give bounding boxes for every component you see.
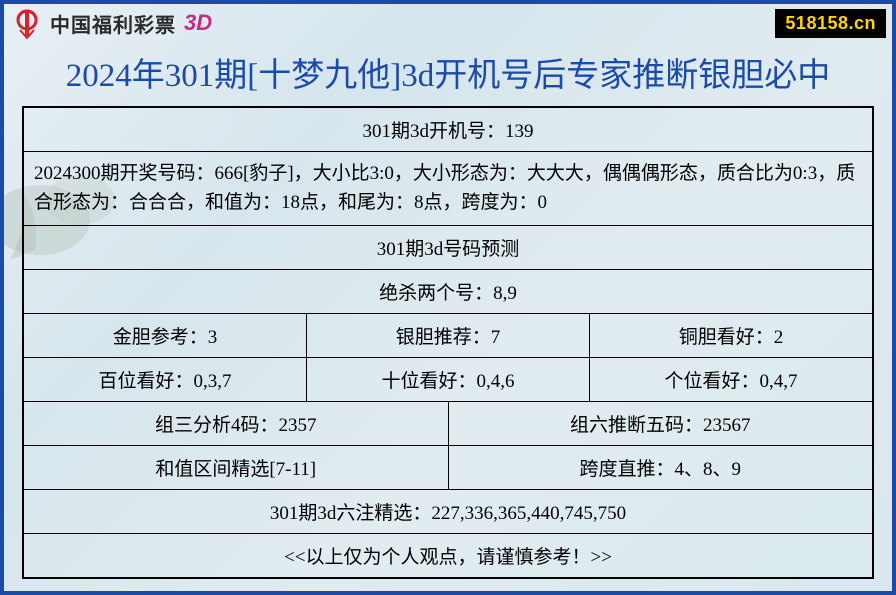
prediction-table: 301期3d开机号：139 2024300期开奖号码：666[豹子]，大小比3:… <box>22 106 874 579</box>
table-row: 2024300期开奖号码：666[豹子]，大小比3:0，大小形态为：大大大，偶偶… <box>24 152 872 226</box>
logo-3d-suffix: 3D <box>184 10 212 36</box>
six-picks: 301期3d六注精选：227,336,365,440,745,750 <box>24 490 872 533</box>
table-row: 组三分析4码：2357 组六推断五码：23567 <box>24 402 872 446</box>
previous-draw-analysis: 2024300期开奖号码：666[豹子]，大小比3:0，大小形态为：大大大，偶偶… <box>24 152 872 225</box>
table-row: <<以上仅为个人观点，请谨慎参考！>> <box>24 534 872 577</box>
page-title: 2024年301期[十梦九他]3d开机号后专家推断银胆必中 <box>0 42 896 106</box>
kill-numbers: 绝杀两个号：8,9 <box>24 270 872 313</box>
site-badge: 518158.cn <box>775 9 886 38</box>
logo-text: 中国福利彩票 <box>50 9 176 38</box>
table-row: 绝杀两个号：8,9 <box>24 270 872 314</box>
disclaimer: <<以上仅为个人观点，请谨慎参考！>> <box>24 534 872 577</box>
table-row: 301期3d号码预测 <box>24 226 872 270</box>
bronze-pick: 铜胆看好：2 <box>590 314 872 357</box>
sum-range: 和值区间精选[7-11] <box>24 446 449 489</box>
group3-analysis: 组三分析4码：2357 <box>24 402 449 445</box>
header: 中国福利彩票 3D 518158.cn <box>0 0 896 42</box>
table-row: 301期3d开机号：139 <box>24 108 872 152</box>
span-pick: 跨度直推：4、8、9 <box>449 446 873 489</box>
table-row: 金胆参考：3 银胆推荐：7 铜胆看好：2 <box>24 314 872 358</box>
logo-block: 中国福利彩票 3D <box>10 6 212 40</box>
hundreds-pick: 百位看好：0,3,7 <box>24 358 307 401</box>
table-row: 和值区间精选[7-11] 跨度直推：4、8、9 <box>24 446 872 490</box>
silver-pick: 银胆推荐：7 <box>307 314 590 357</box>
table-row: 301期3d六注精选：227,336,365,440,745,750 <box>24 490 872 534</box>
ones-pick: 个位看好：0,4,7 <box>590 358 872 401</box>
tens-pick: 十位看好：0,4,6 <box>307 358 590 401</box>
kaiji-number: 301期3d开机号：139 <box>24 108 872 151</box>
group6-analysis: 组六推断五码：23567 <box>449 402 873 445</box>
lottery-logo-icon <box>10 6 44 40</box>
table-row: 百位看好：0,3,7 十位看好：0,4,6 个位看好：0,4,7 <box>24 358 872 402</box>
gold-pick: 金胆参考：3 <box>24 314 307 357</box>
prediction-header: 301期3d号码预测 <box>24 226 872 269</box>
